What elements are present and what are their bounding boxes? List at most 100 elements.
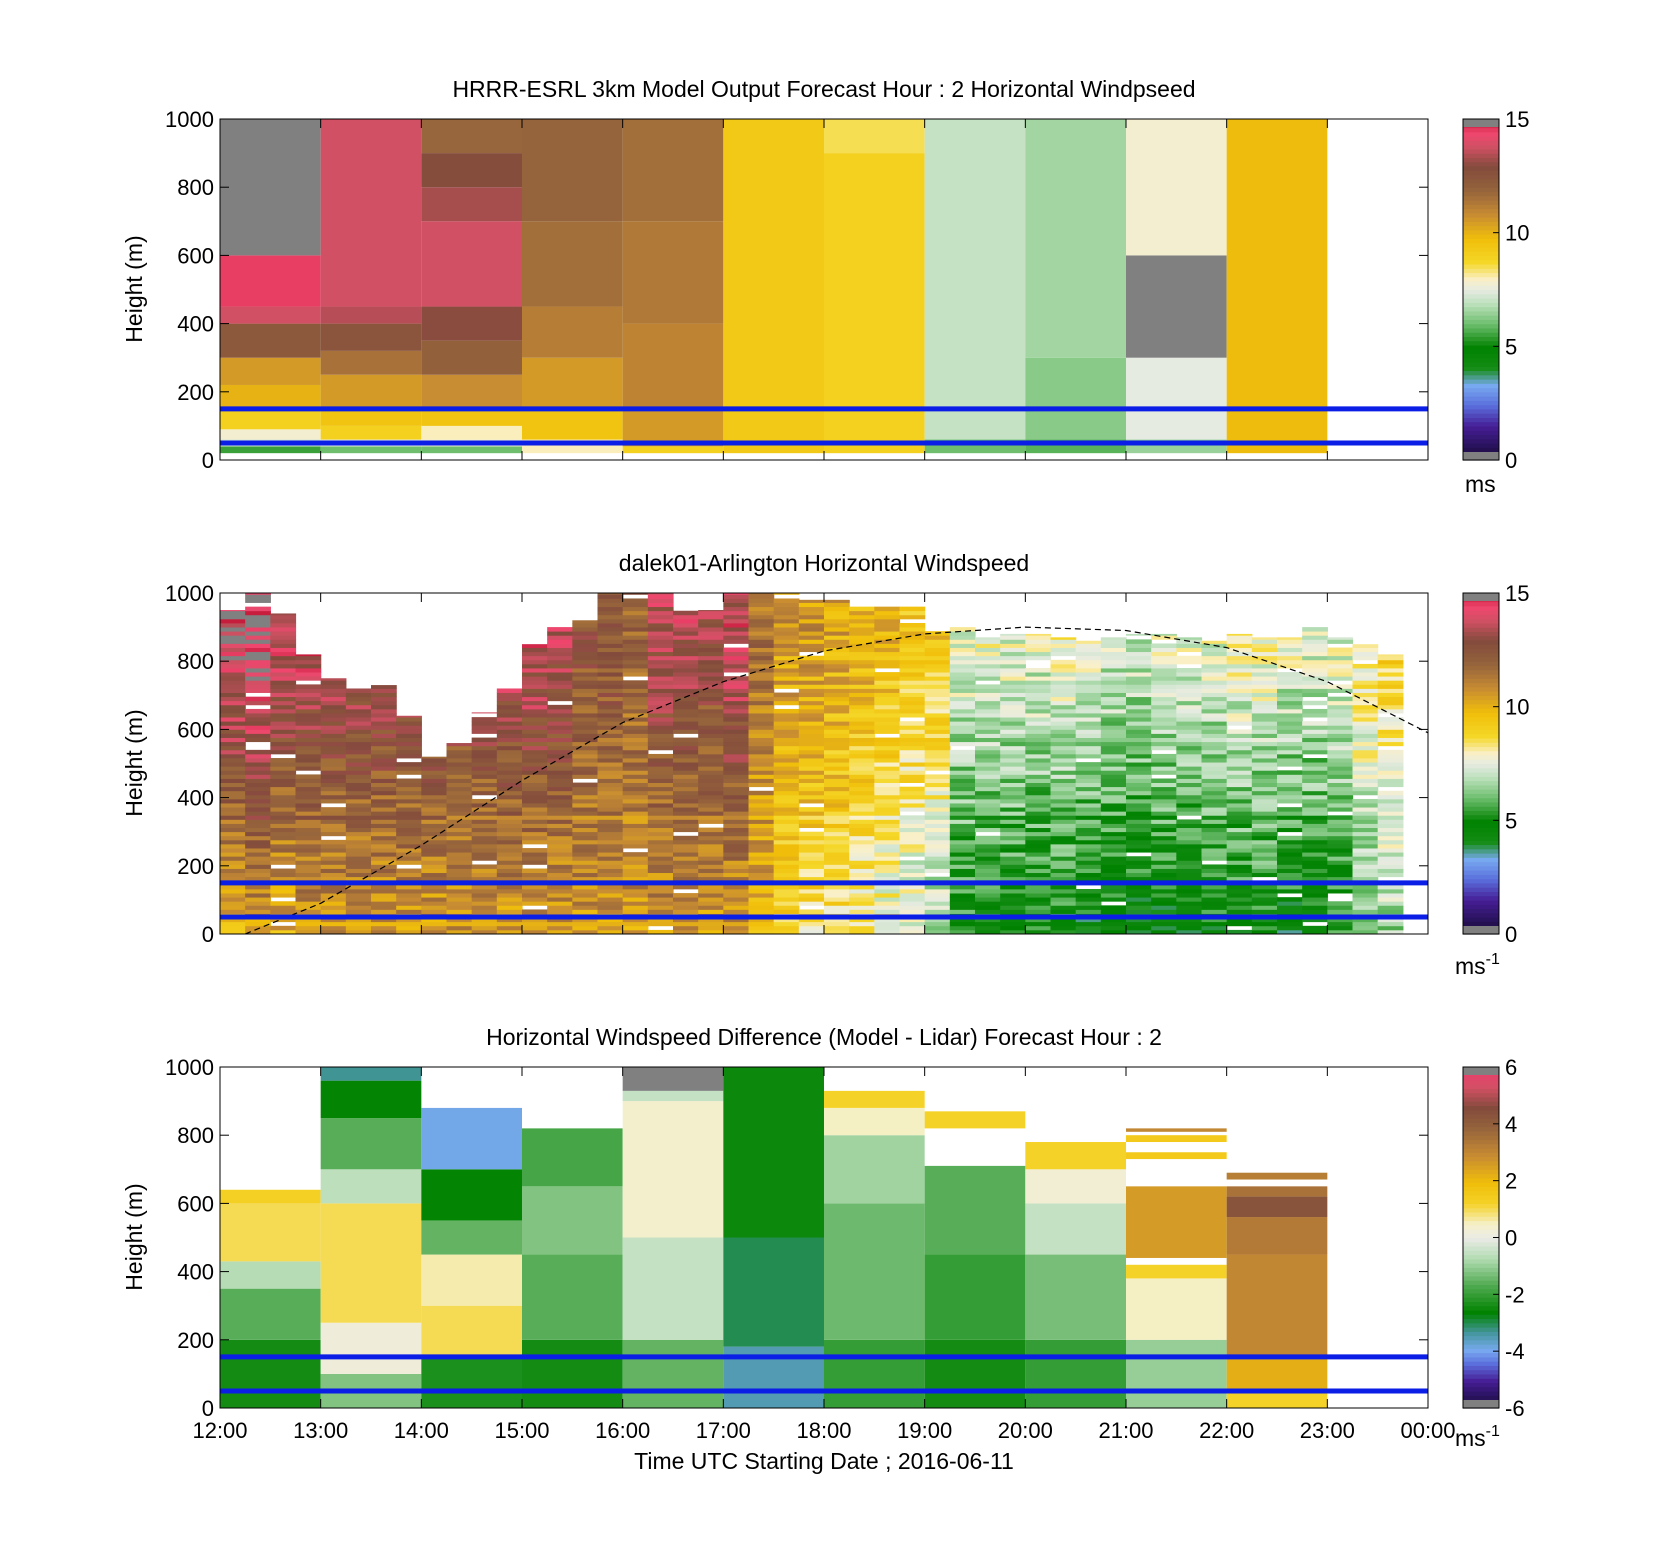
profile-cell bbox=[723, 659, 750, 665]
profile-cell bbox=[1151, 778, 1177, 783]
profile-cell bbox=[1176, 749, 1203, 755]
profile-cell bbox=[1126, 692, 1152, 698]
profile-cell bbox=[1075, 860, 1102, 865]
profile-cell bbox=[572, 921, 599, 927]
profile-cell bbox=[647, 627, 674, 632]
profile-cell bbox=[647, 696, 674, 702]
profile-cell bbox=[471, 741, 498, 747]
profile-cell bbox=[698, 753, 724, 759]
profile-cell bbox=[1201, 725, 1228, 730]
profile-cell bbox=[723, 790, 750, 796]
colorbar-segment bbox=[1463, 1152, 1499, 1158]
heatmap-cell bbox=[1025, 1254, 1126, 1340]
profile-cell bbox=[1201, 749, 1228, 755]
profile-cell bbox=[849, 631, 875, 636]
profile-cell bbox=[1251, 688, 1278, 693]
profile-cell bbox=[371, 848, 397, 853]
profile-cell bbox=[1302, 909, 1328, 914]
profile-cell bbox=[522, 647, 548, 653]
profile-cell bbox=[1151, 901, 1177, 906]
profile-cell bbox=[924, 897, 951, 902]
heatmap-cell bbox=[824, 1203, 925, 1340]
profile-cell bbox=[1050, 770, 1077, 775]
profile-cell bbox=[1176, 807, 1203, 812]
profile-cell bbox=[1075, 876, 1102, 882]
profile-cell bbox=[1377, 672, 1404, 677]
profile-cell bbox=[1352, 680, 1379, 685]
colorbar-segment bbox=[1463, 1395, 1499, 1401]
profile-cell bbox=[597, 614, 624, 620]
profile-cell bbox=[320, 852, 347, 857]
profile-cell bbox=[421, 798, 448, 804]
profile-cell bbox=[1226, 753, 1253, 759]
profile-cell bbox=[446, 770, 473, 775]
profile-cell bbox=[1352, 733, 1379, 738]
profile-cell bbox=[673, 807, 699, 812]
colorbar-segment bbox=[1463, 797, 1499, 803]
heatmap-cell bbox=[421, 408, 522, 426]
profile-cell bbox=[245, 721, 271, 726]
profile-cell bbox=[698, 835, 724, 841]
colorbar-segment bbox=[1463, 865, 1499, 871]
profile-cell bbox=[673, 868, 699, 874]
heatmap-cell bbox=[1126, 1264, 1227, 1279]
profile-cell bbox=[1176, 676, 1203, 681]
profile-cell bbox=[748, 737, 775, 743]
profile-cell bbox=[1277, 758, 1303, 763]
profile-cell bbox=[698, 610, 724, 616]
profile-cell bbox=[647, 684, 674, 689]
profile-cell bbox=[345, 794, 372, 800]
profile-cell bbox=[824, 860, 850, 865]
colorbar-segment bbox=[1463, 699, 1499, 705]
profile-cell bbox=[597, 803, 624, 808]
profile-cell bbox=[371, 692, 397, 698]
profile-cell bbox=[874, 618, 901, 624]
profile-cell bbox=[1000, 758, 1026, 763]
profile-cell bbox=[1377, 893, 1404, 898]
profile-cell bbox=[1075, 753, 1102, 759]
colorbar-segment bbox=[1463, 661, 1499, 667]
profile-cell bbox=[1302, 852, 1328, 857]
profile-cell bbox=[1100, 639, 1127, 644]
profile-cell bbox=[1100, 733, 1127, 738]
colorbar-segment bbox=[1463, 174, 1499, 180]
profile-cell bbox=[748, 651, 775, 657]
profile-cell bbox=[270, 713, 297, 718]
profile-cell bbox=[371, 794, 397, 800]
profile-cell bbox=[849, 843, 875, 849]
profile-cell bbox=[371, 905, 397, 910]
profile-cell bbox=[245, 753, 271, 759]
profile-cell bbox=[421, 888, 448, 894]
profile-cell bbox=[1251, 729, 1278, 734]
profile-cell bbox=[345, 717, 372, 722]
profile-cell bbox=[824, 692, 850, 698]
profile-cell bbox=[748, 696, 775, 702]
profile-cell bbox=[1377, 925, 1404, 931]
profile-cell bbox=[1176, 700, 1203, 706]
profile-cell bbox=[496, 803, 523, 808]
profile-cell bbox=[622, 811, 649, 816]
profile-cell bbox=[874, 872, 901, 878]
colorbar-overflow-cap bbox=[1463, 119, 1499, 127]
heatmap-cell bbox=[924, 1254, 1026, 1340]
profile-cell bbox=[1352, 929, 1379, 934]
profile-cell bbox=[1176, 668, 1203, 673]
profile-cell bbox=[220, 749, 246, 755]
colorbar-segment bbox=[1463, 631, 1499, 637]
profile-cell bbox=[773, 819, 800, 824]
profile-cell bbox=[698, 672, 724, 677]
profile-cell bbox=[698, 798, 724, 804]
colorbar-segment bbox=[1463, 1113, 1499, 1119]
profile-cell bbox=[874, 672, 901, 677]
profile-cell bbox=[824, 721, 850, 726]
y-tick-label: 800 bbox=[177, 175, 214, 200]
profile-cell bbox=[1025, 713, 1052, 718]
profile-cell bbox=[849, 766, 875, 771]
profile-cell bbox=[1377, 901, 1404, 906]
colorbar-segment bbox=[1463, 298, 1499, 303]
profile-cell bbox=[295, 807, 322, 812]
profile-cell bbox=[295, 729, 322, 734]
profile-cell bbox=[421, 856, 448, 861]
profile-cell bbox=[471, 762, 498, 767]
profile-cell bbox=[220, 778, 246, 783]
